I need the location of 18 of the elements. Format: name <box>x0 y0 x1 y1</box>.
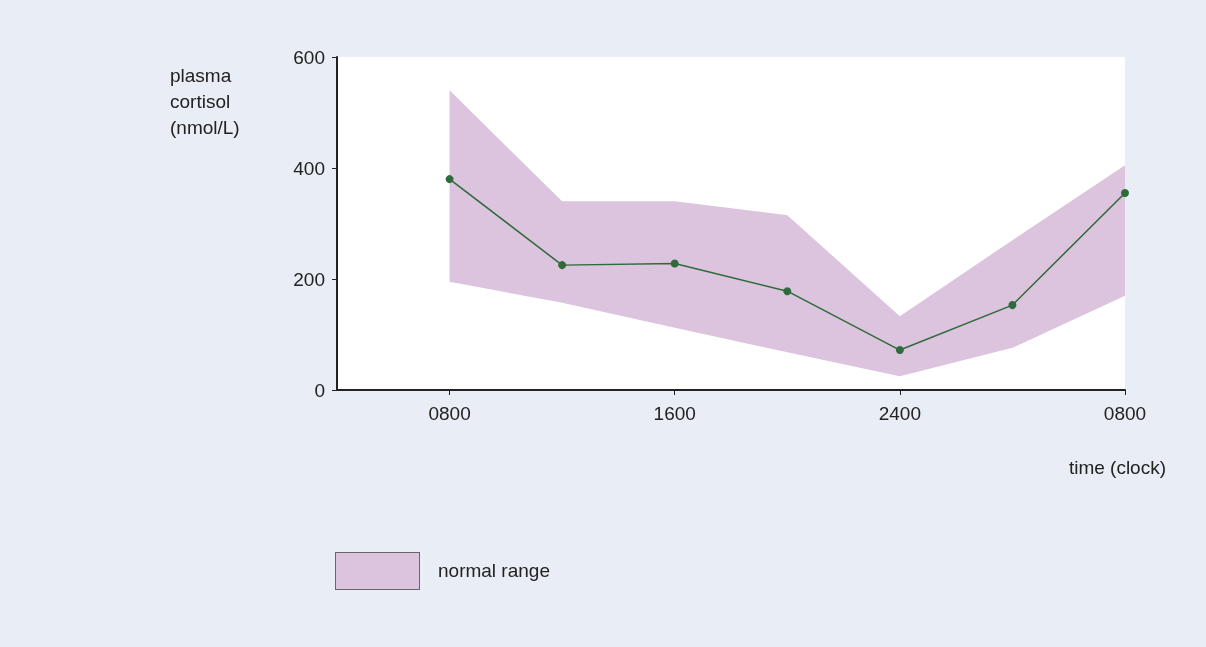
text: normal range <box>438 560 550 582</box>
point <box>1008 301 1017 310</box>
y-tick-label: 600 <box>293 46 325 68</box>
point <box>1121 188 1129 197</box>
y-axis-title: plasma cortisol (nmol/L) <box>170 64 240 138</box>
point <box>895 346 904 355</box>
x-axis-title: time (clock) <box>1068 457 1167 478</box>
x-tick-label: 0800 <box>1103 403 1147 424</box>
y-tick-label: 0 <box>314 379 325 401</box>
point <box>670 259 679 268</box>
point <box>445 175 454 184</box>
point <box>783 287 792 296</box>
y-tick-label: 200 <box>293 268 325 290</box>
y-tick-label: 400 <box>293 157 325 179</box>
x-tick-label: 1600 <box>653 403 696 424</box>
point <box>558 261 567 270</box>
x-tick-label: 0800 <box>428 403 471 424</box>
x-tick-label: 2400 <box>878 403 921 424</box>
